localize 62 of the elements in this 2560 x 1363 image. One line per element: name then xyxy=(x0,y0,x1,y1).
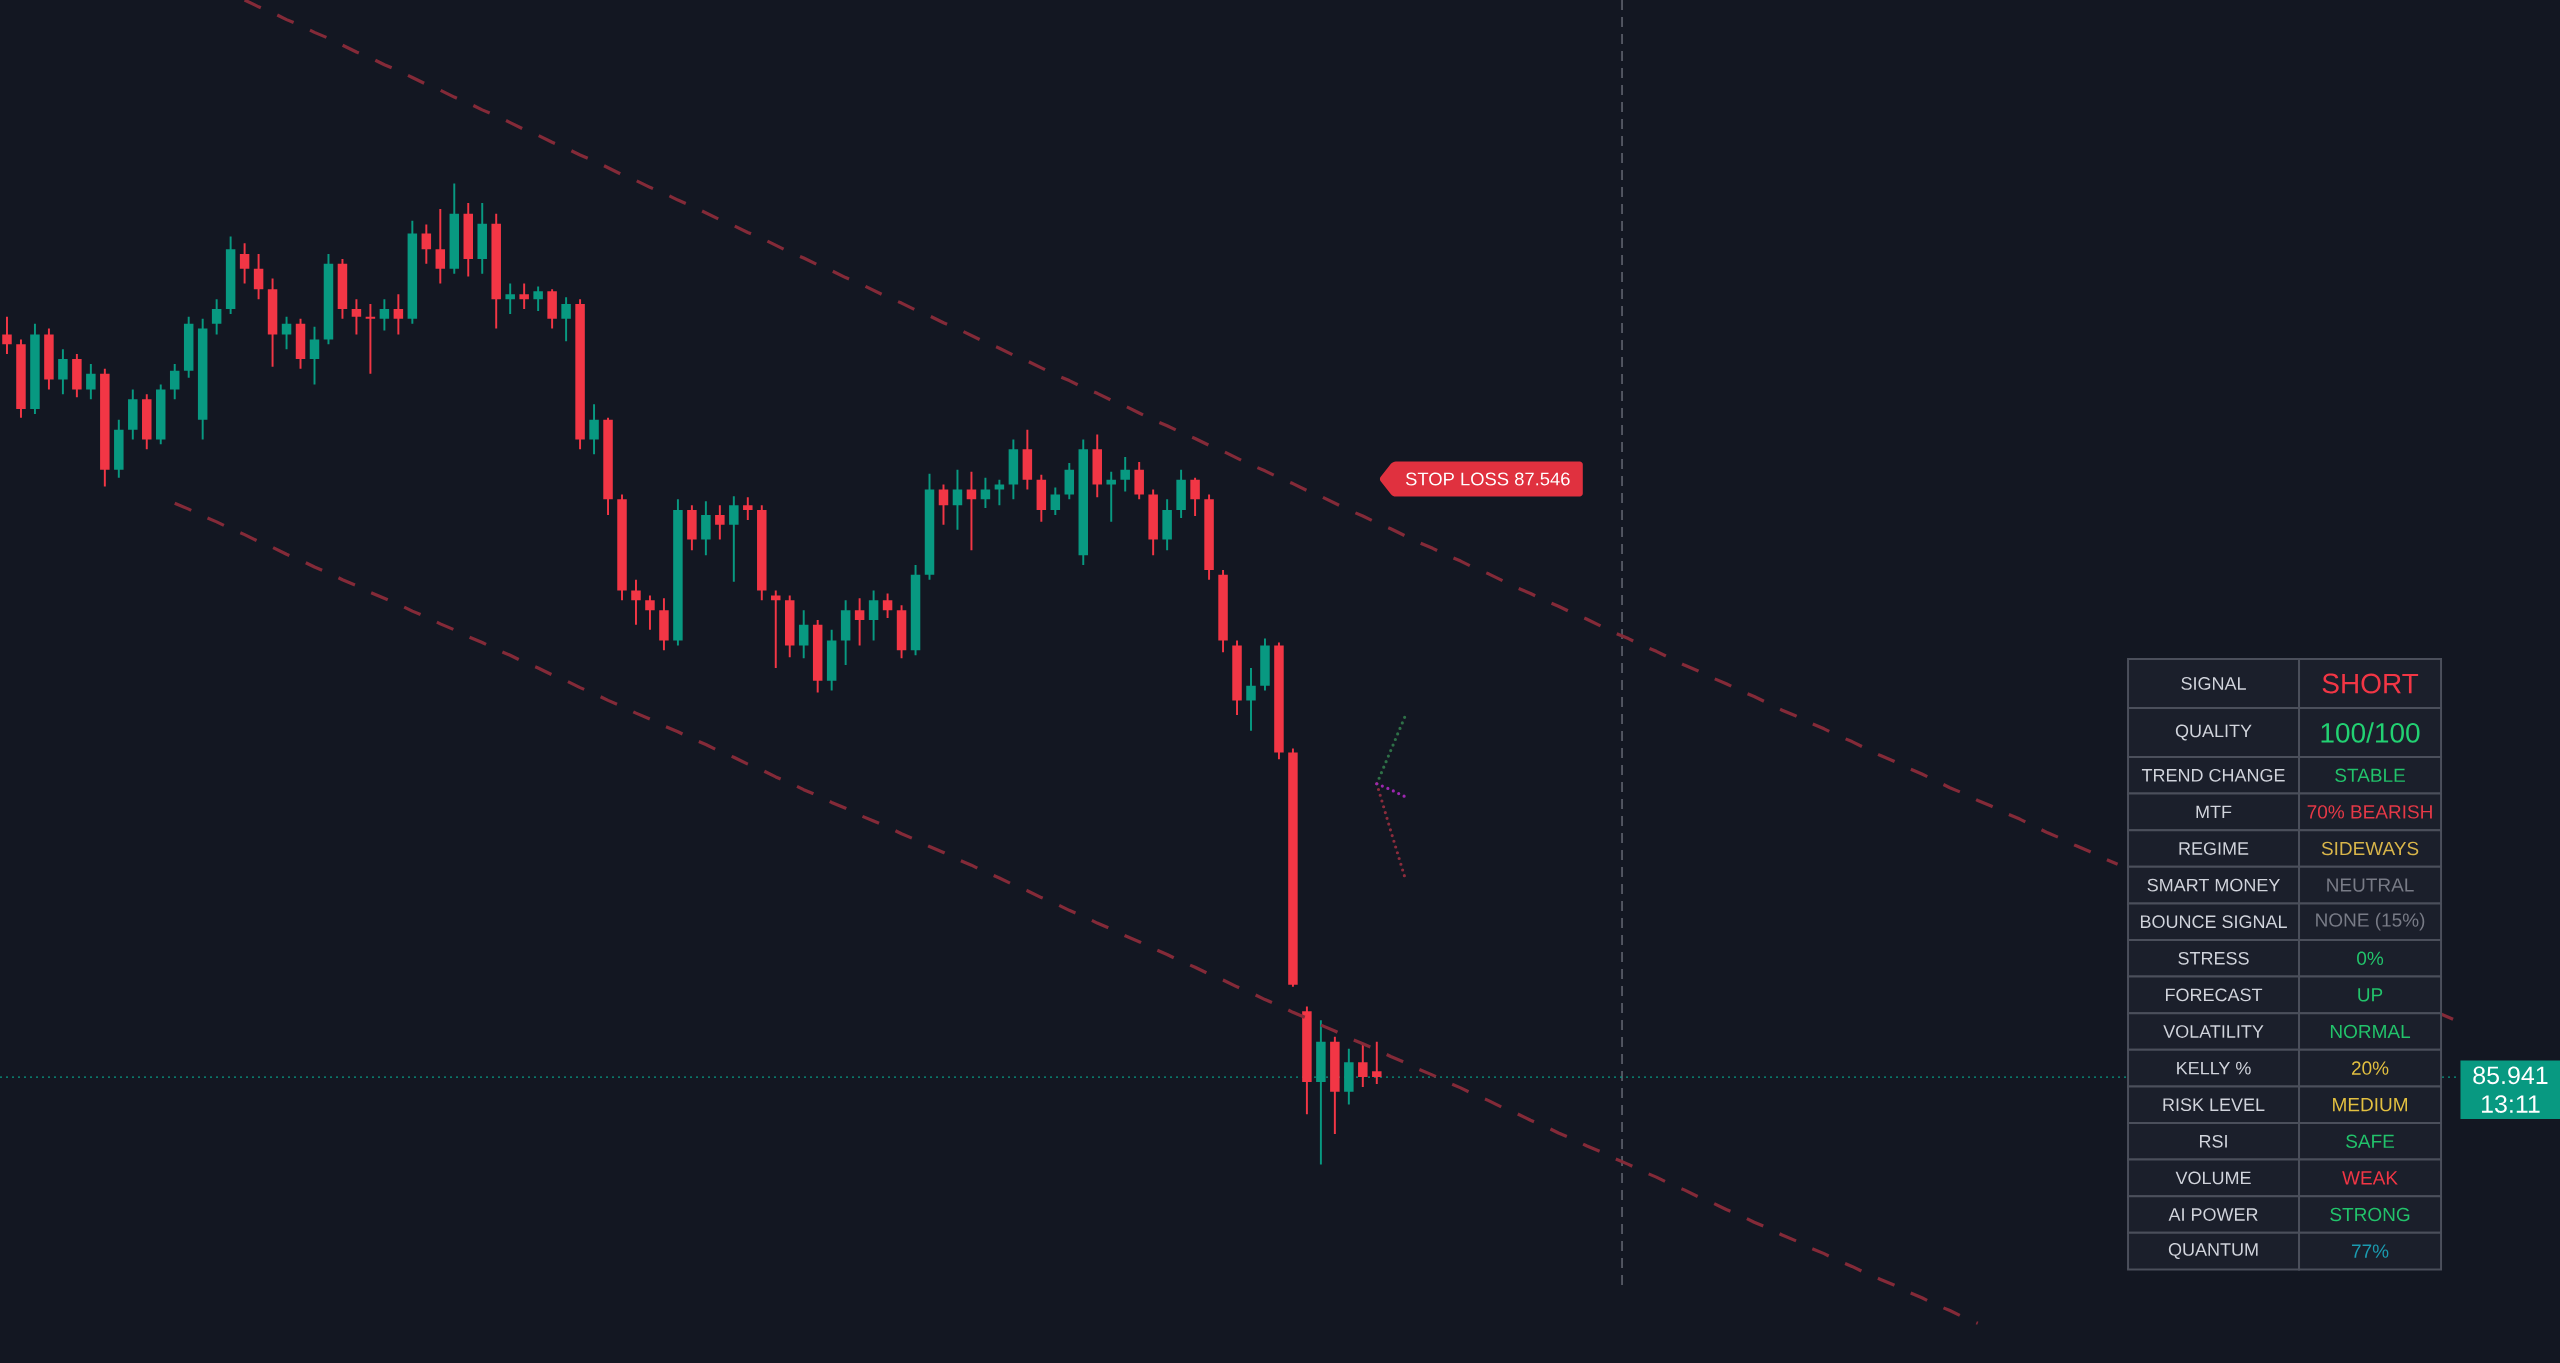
annotation: SMART MONEY xyxy=(2147,878,2280,892)
candlestick xyxy=(743,497,753,520)
candlestick xyxy=(1092,434,1102,498)
annotation: NEUTRAL xyxy=(2327,878,2414,892)
annotation: SHORT xyxy=(2322,673,2419,694)
annotation: 70% BEARISH xyxy=(2307,805,2432,819)
annotation: STRESS xyxy=(2178,951,2249,965)
annotation: 100/100 xyxy=(2321,722,2420,743)
candlestick xyxy=(771,590,781,669)
annotation: TREND CHANGE xyxy=(2141,768,2285,782)
annotation: 20% xyxy=(2351,1061,2389,1075)
annotation: KELLY % xyxy=(2177,1061,2251,1075)
candlestick xyxy=(2,316,12,355)
candlestick xyxy=(561,297,571,342)
annotation: NORMAL xyxy=(2330,1024,2411,1039)
text: 77% xyxy=(2351,1244,2389,1258)
annotation: BOUNCE SIGNAL xyxy=(2140,915,2287,929)
annotation: SIGNAL xyxy=(2181,677,2246,690)
candlestick xyxy=(1162,499,1172,551)
candlestick xyxy=(128,389,138,440)
annotation: FORECAST xyxy=(2165,988,2263,1002)
annotation: 0% xyxy=(2357,951,2384,966)
text: 13:11 xyxy=(2482,1095,2540,1113)
candlestick xyxy=(715,505,725,540)
text: 85.941 xyxy=(2473,1066,2548,1085)
candlestick xyxy=(1106,471,1116,522)
annotation: STABLE xyxy=(2335,768,2405,783)
text: QUANTUM xyxy=(2168,1243,2258,1260)
annotation: VOLATILITY xyxy=(2163,1025,2264,1038)
text: AI POWER xyxy=(2168,1208,2258,1221)
candlestick xyxy=(505,283,515,314)
candlestick xyxy=(1358,1043,1368,1087)
candlestick xyxy=(365,304,376,374)
candlestick xyxy=(1246,668,1256,731)
candlestick xyxy=(533,286,543,311)
annotation: MEDIUM xyxy=(2333,1098,2408,1112)
annotation: UP xyxy=(2358,988,2383,1002)
annotation: RISK LEVEL xyxy=(2163,1098,2265,1112)
annotation: RSI xyxy=(2199,1134,2227,1148)
text: STRONG xyxy=(2330,1207,2410,1222)
annotation: NONE (15%) xyxy=(2316,912,2425,931)
annotation: SIDEWAYS xyxy=(2321,841,2419,856)
candlestick xyxy=(1120,457,1130,492)
candlestick xyxy=(659,598,669,651)
text: VOLUME xyxy=(2175,1171,2251,1185)
annotation: MTF xyxy=(2196,805,2232,819)
candlestick xyxy=(729,496,739,582)
candlestick xyxy=(1344,1048,1354,1105)
annotation: QUALITY xyxy=(2175,724,2252,741)
candlestick xyxy=(1372,1041,1382,1084)
text: WEAK xyxy=(2342,1171,2398,1185)
candlestick xyxy=(519,283,529,309)
candlestick xyxy=(58,349,68,395)
candlestick xyxy=(701,501,711,556)
candlestick xyxy=(1148,489,1158,556)
candlestick xyxy=(547,289,557,329)
candlestick xyxy=(645,595,655,630)
candlestick xyxy=(966,471,977,551)
annotation: REGIME xyxy=(2179,842,2249,855)
candlestick xyxy=(687,505,697,551)
annotation: STOP LOSS 87.546 xyxy=(1405,472,1570,486)
annotation: SAFE xyxy=(2346,1134,2395,1149)
